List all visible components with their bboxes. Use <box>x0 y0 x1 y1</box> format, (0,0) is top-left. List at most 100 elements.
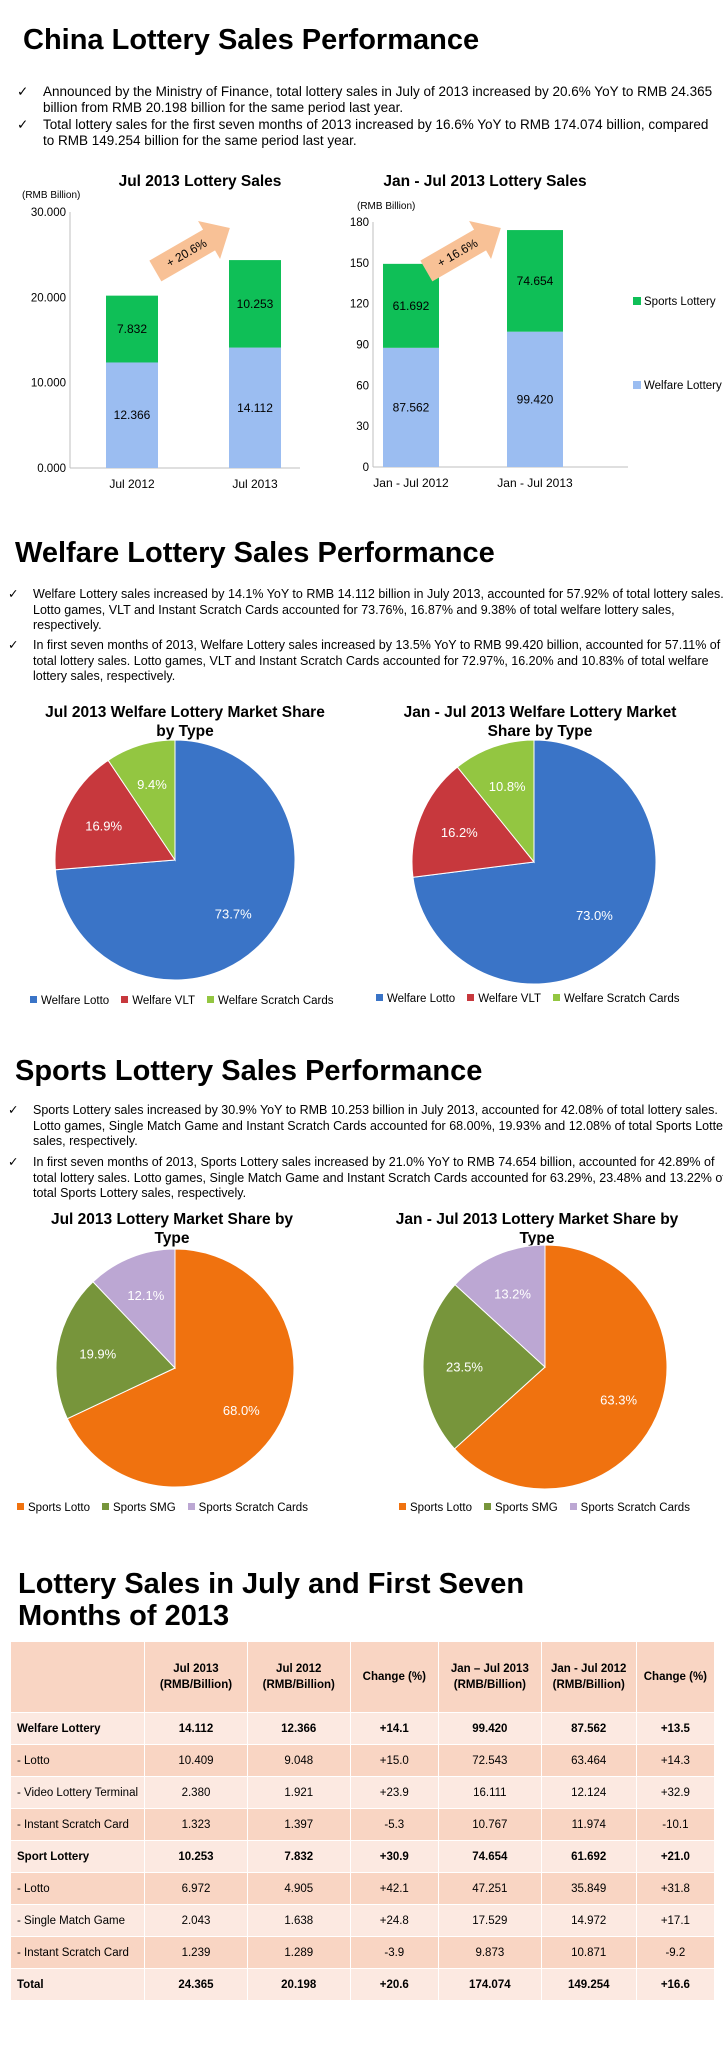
table-cell: +23.9 <box>349 1776 439 1809</box>
y-tick-label: 0 <box>363 462 369 474</box>
table-row: - Instant Scratch Card 1.323 1.397 -5.3 10.7… <box>9 1808 716 1841</box>
pie-chart-welfare-jul: 73.7% 16.9% 9.4% <box>55 740 295 980</box>
table-header-cell: Jul 2012 (RMB/Billion) <box>246 1641 351 1713</box>
y-tick-label: 180 <box>350 217 369 229</box>
chart-title: Jan - Jul 2013 Lottery Market Share by T… <box>395 1211 679 1247</box>
table-cell: - Instant Scratch Card <box>9 1808 146 1841</box>
table-cell: Sport Lottery <box>9 1840 146 1873</box>
y-tick-label: 20.000 <box>31 292 66 304</box>
table-cell: Welfare Lottery <box>9 1712 146 1745</box>
legend-swatch <box>484 1503 492 1511</box>
table-cell: - Video Lottery Terminal <box>9 1776 146 1809</box>
y-tick-label: 120 <box>350 299 369 311</box>
legend-item: Sports Scratch Cards <box>569 1502 690 1514</box>
legend-label: Sports SMG <box>113 1502 176 1514</box>
bar-segment <box>383 347 439 467</box>
bullet-1: ✓ Welfare Lottery sales increased by 14.… <box>8 587 723 634</box>
growth-arrow: + 20.6% <box>149 220 230 282</box>
table-header-row: Jul 2013 (RMB/Billion) Jul 2012 (RMB/Bill… <box>9 1641 716 1713</box>
table-cell: 35.849 <box>540 1872 637 1905</box>
legend-item: Welfare Lotto <box>30 995 109 1007</box>
table-cell: 10.409 <box>144 1744 248 1777</box>
legend: Sports Lotto Sports SMG Sports Scratch Car… <box>17 1502 320 1514</box>
pie-value-label: 73.7% <box>215 907 252 922</box>
legend-label: Sports Scratch Cards <box>198 1502 308 1514</box>
legend-swatch <box>399 1503 406 1511</box>
pie-value-label: 16.9% <box>85 819 122 834</box>
table-cell: +14.1 <box>349 1712 439 1745</box>
table-cell: 10.253 <box>144 1840 248 1873</box>
legend-swatch <box>187 1503 195 1511</box>
table-cell: -9.2 <box>635 1936 716 1969</box>
table-cell: - Single Match Game <box>9 1904 146 1937</box>
bullet-text: In first seven months of 2013, Sports Lo… <box>33 1155 723 1200</box>
legend-label: Welfare Scratch Cards <box>564 993 680 1005</box>
table-row: - Single Match Game 2.043 1.638 +24.8 17.529… <box>9 1904 716 1937</box>
table-cell: 87.562 <box>540 1712 637 1745</box>
bar-value-label: 10.253 <box>237 297 274 311</box>
legend-item: Sports Lotto <box>17 1502 90 1514</box>
table-cell: 6.972 <box>144 1872 248 1905</box>
legend-item: Welfare VLT <box>121 995 195 1007</box>
bullet-2: ✓ In first seven months of 2013, Sports … <box>8 1155 723 1202</box>
sales-table: Jul 2013 (RMB/Billion) Jul 2012 (RMB/Bill… <box>9 1641 716 2001</box>
bar-value-label: 7.832 <box>117 322 147 336</box>
table-cell: +13.5 <box>635 1712 716 1745</box>
bar-segment <box>383 263 439 348</box>
section-title: Sports Lottery Sales Performance <box>15 1055 483 1087</box>
table-cell: -5.3 <box>349 1808 439 1841</box>
bullet-2: ✓ Total lottery sales for the first seve… <box>17 117 723 149</box>
table-cell: 4.905 <box>246 1872 351 1905</box>
y-tick-label: 10.000 <box>31 378 66 390</box>
table-cell: 1.397 <box>246 1808 351 1841</box>
bar-segment <box>229 260 281 348</box>
check-icon: ✓ <box>8 1103 19 1117</box>
table-cell: 2.043 <box>144 1904 248 1937</box>
table-body: Welfare Lottery 14.112 12.366 +14.1 99.420 87… <box>9 1712 716 2001</box>
table-row: Total 24.365 20.198 +20.6 174.074 149.254 +16.… <box>9 1968 716 2001</box>
table-header-cell: Change (%) <box>635 1641 716 1713</box>
table-row: - Instant Scratch Card 1.239 1.289 -3.9 9.87… <box>9 1936 716 1969</box>
check-icon: ✓ <box>17 117 29 132</box>
table-row: Sport Lottery 10.253 7.832 +30.9 74.654 61.69… <box>9 1840 716 1873</box>
pie-chart-sports-jul: 68.0% 19.9% 12.1% <box>56 1249 295 1488</box>
bar-segment <box>106 362 158 468</box>
bar-segment <box>229 347 281 468</box>
pie-value-label: 73.0% <box>576 908 613 923</box>
legend-swatch <box>467 994 475 1002</box>
legend-label: Sports Lotto <box>410 1502 473 1514</box>
table-cell: +30.9 <box>349 1840 439 1873</box>
legend-label: Welfare Lottery <box>644 380 722 392</box>
bar-value-label: 14.112 <box>237 401 273 415</box>
table-cell: 17.529 <box>437 1904 542 1937</box>
table-cell: 1.921 <box>246 1776 351 1809</box>
legend-label: Welfare VLT <box>132 995 196 1007</box>
legend: Welfare Lotto Welfare VLT Welfare Scratch … <box>376 993 692 1005</box>
chart-title: Jan - Jul 2013 Lottery Sales <box>383 173 587 190</box>
bullet-text: Total lottery sales for the first seven … <box>43 117 709 148</box>
bar-segment <box>507 230 563 332</box>
legend-label: Sports Lottery <box>644 296 716 308</box>
table-row: Welfare Lottery 14.112 12.366 +14.1 99.420 87… <box>9 1712 716 1745</box>
legend-item: Welfare Scratch Cards <box>553 993 680 1005</box>
x-tick-label: Jan - Jul 2012 <box>373 476 449 490</box>
check-icon: ✓ <box>8 638 19 652</box>
table-row: - Lotto 6.972 4.905 +42.1 47.251 35.849 +31.8 <box>9 1872 716 1905</box>
table-cell: 7.832 <box>246 1840 351 1873</box>
table-cell: 20.198 <box>246 1968 351 2001</box>
bar-value-label: 12.366 <box>114 408 151 422</box>
pie-value-label: 19.9% <box>79 1347 116 1362</box>
legend-swatch <box>30 996 37 1004</box>
y-tick-label: 30.000 <box>31 207 66 219</box>
section-title: Lottery Sales in July and First Seven Mo… <box>18 1568 525 1632</box>
pie-value-label: 13.2% <box>494 1286 531 1301</box>
table-cell: 14.972 <box>540 1904 637 1937</box>
legend-swatch <box>207 996 215 1004</box>
y-tick-label: 0.000 <box>37 463 66 475</box>
bar-value-label: 87.562 <box>393 400 430 414</box>
page-title: China Lottery Sales Performance <box>23 24 480 56</box>
table-cell: +16.6 <box>635 1968 716 2001</box>
check-icon: ✓ <box>8 587 19 601</box>
pie-slice <box>66 1249 295 1488</box>
y-tick-label: 90 <box>356 340 369 352</box>
